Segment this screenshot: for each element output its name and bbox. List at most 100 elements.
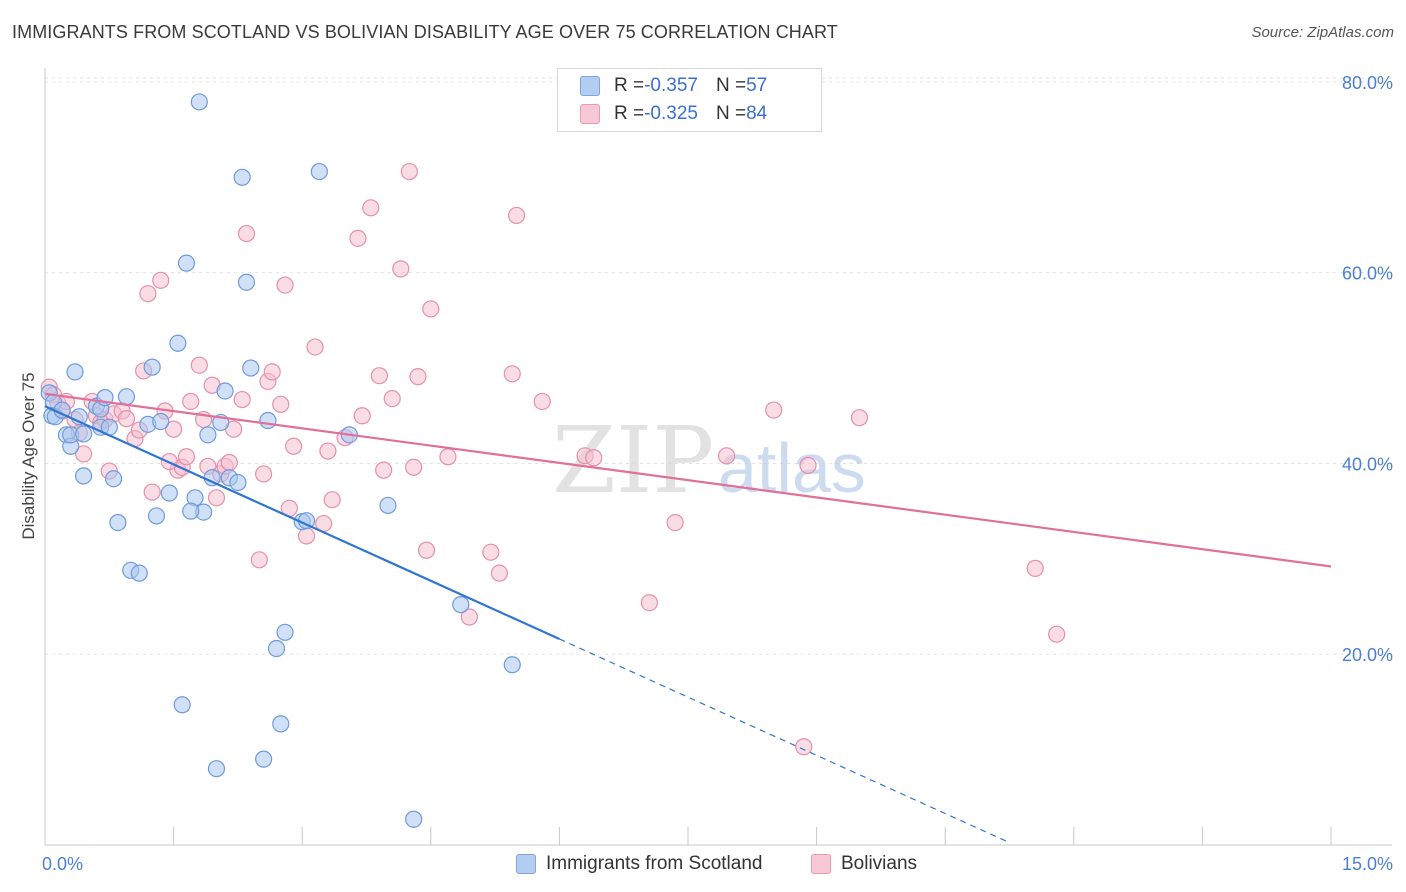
x-tick-label: 0.0%: [42, 854, 83, 874]
point-bolivians: [306, 338, 324, 356]
point-bolivians: [375, 461, 393, 479]
point-scotland: [452, 596, 470, 614]
point-bolivians: [503, 365, 521, 383]
point-bolivians: [422, 300, 440, 318]
point-scotland: [233, 168, 251, 186]
point-scotland: [143, 358, 161, 376]
legend-r-label: R =: [614, 103, 645, 124]
point-scotland: [152, 412, 170, 431]
point-scotland: [255, 750, 273, 768]
point-scotland: [177, 254, 196, 272]
point-bolivians: [439, 448, 457, 466]
axes: [44, 68, 1392, 846]
point-bolivians: [717, 447, 736, 465]
point-bolivians: [117, 410, 136, 428]
bottom-legend-label: Bolivians: [841, 853, 918, 874]
series-scotland: [40, 93, 521, 828]
watermark-atlas: atlas: [718, 429, 866, 507]
point-bolivians: [362, 199, 380, 217]
point-bolivians: [765, 401, 783, 419]
point-bolivians: [297, 527, 316, 545]
point-bolivians: [507, 206, 526, 225]
y-tick-label: 20.0%: [1342, 645, 1393, 665]
point-bolivians: [177, 448, 196, 466]
series-bolivians: [40, 162, 1066, 756]
point-bolivians: [285, 437, 303, 455]
point-scotland: [182, 502, 200, 520]
legend-r-value: -0.357: [644, 75, 698, 96]
bottom-legend-scotland: Immigrants from Scotland: [516, 852, 762, 876]
point-scotland: [74, 467, 93, 485]
point-scotland: [130, 564, 148, 582]
legend-swatch-pink: [580, 104, 600, 124]
point-bolivians: [533, 392, 551, 411]
tick-labels: 20.0% 40.0% 60.0% 80.0% 0.0% 15.0%: [42, 73, 1393, 874]
chart-title: IMMIGRANTS FROM SCOTLAND VS BOLIVIAN DIS…: [12, 22, 838, 42]
point-bolivians: [190, 356, 208, 374]
point-bolivians: [1026, 559, 1044, 577]
y-tick-label: 40.0%: [1342, 454, 1393, 474]
bottom-legend-swatch-pink: [811, 854, 831, 874]
point-scotland: [310, 162, 328, 181]
point-bolivians: [207, 489, 226, 507]
point-bolivians: [233, 390, 251, 409]
bottom-legend-bolivians: Bolivians: [811, 852, 917, 876]
y-tick-label: 80.0%: [1342, 73, 1393, 93]
point-scotland: [379, 496, 397, 515]
point-bolivians: [585, 449, 603, 467]
point-scotland: [109, 513, 127, 532]
point-scotland: [229, 473, 247, 492]
point-bolivians: [74, 445, 93, 463]
legend-r-value: -0.325: [644, 103, 698, 124]
point-bolivians: [1048, 625, 1066, 643]
trend-line-scotland-extension: [559, 638, 1010, 844]
point-bolivians: [152, 271, 170, 289]
point-bolivians: [182, 392, 200, 411]
point-scotland: [503, 656, 521, 674]
bottom-legend-label: Immigrants from Scotland: [546, 853, 763, 874]
source-label: Source: ZipAtlas.com: [1251, 24, 1394, 41]
bottom-legend-swatch-blue: [516, 854, 536, 874]
point-bolivians: [323, 491, 341, 509]
y-tick-label: 60.0%: [1342, 264, 1393, 284]
legend-r-label: R =: [614, 75, 645, 96]
point-bolivians: [400, 162, 418, 181]
legend-swatch-blue: [580, 76, 600, 96]
point-bolivians: [370, 367, 388, 385]
legend-n-label: N =: [715, 75, 747, 96]
point-bolivians: [165, 420, 183, 438]
point-bolivians: [353, 407, 371, 425]
point-scotland: [276, 623, 294, 641]
point-bolivians: [405, 458, 423, 476]
legend-n-value: 57: [746, 75, 768, 96]
point-scotland: [117, 388, 136, 406]
point-scotland: [216, 382, 234, 400]
legend-row-bolivians: R = -0.325 N = 84: [580, 102, 767, 126]
point-scotland: [267, 639, 286, 658]
y-axis-label: Disability Age Over 75: [19, 372, 38, 539]
point-scotland: [199, 426, 217, 444]
point-bolivians: [460, 608, 478, 626]
point-bolivians: [409, 368, 427, 386]
point-scotland: [242, 359, 260, 377]
point-bolivians: [349, 229, 367, 247]
point-bolivians: [250, 551, 268, 569]
point-bolivians: [220, 453, 238, 472]
trend-lines: [44, 392, 1332, 844]
point-bolivians: [255, 465, 273, 483]
point-bolivians: [276, 276, 294, 294]
x-tick-label: 15.0%: [1342, 854, 1393, 874]
point-bolivians: [237, 224, 256, 243]
trend-line-bolivians: [44, 392, 1332, 568]
point-bolivians: [139, 285, 157, 303]
point-bolivians: [392, 260, 410, 278]
point-scotland: [173, 696, 191, 714]
correlation-legend: R = -0.357 N = 57 R = -0.325 N = 84: [557, 68, 822, 132]
point-scotland: [259, 411, 277, 430]
point-scotland: [405, 810, 423, 828]
point-scotland: [74, 425, 93, 443]
point-bolivians: [666, 513, 684, 532]
point-scotland: [160, 484, 178, 502]
legend-n-label: N =: [715, 103, 747, 124]
